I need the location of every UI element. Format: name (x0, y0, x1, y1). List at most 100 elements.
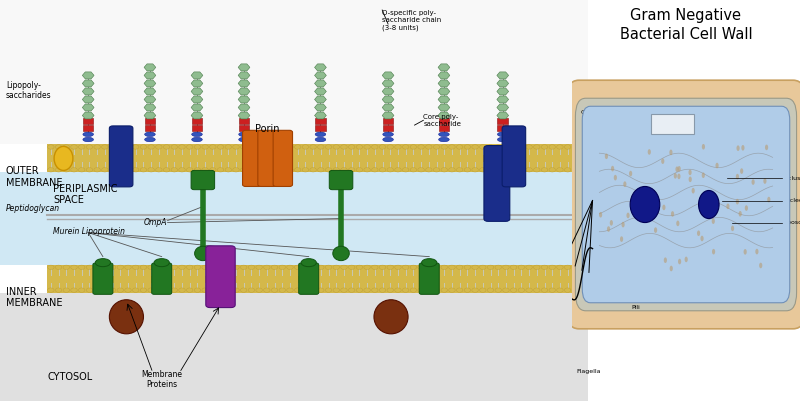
Circle shape (557, 265, 563, 269)
Circle shape (356, 265, 362, 269)
Circle shape (410, 265, 417, 269)
Circle shape (605, 154, 608, 159)
Ellipse shape (192, 138, 202, 142)
Circle shape (156, 168, 162, 172)
Circle shape (441, 288, 447, 292)
Circle shape (86, 168, 93, 172)
Circle shape (218, 288, 224, 292)
Circle shape (426, 288, 432, 292)
Circle shape (356, 168, 362, 172)
Circle shape (341, 145, 347, 149)
Circle shape (502, 288, 509, 292)
Circle shape (125, 265, 131, 269)
Circle shape (472, 168, 478, 172)
Circle shape (364, 168, 370, 172)
FancyBboxPatch shape (498, 118, 508, 124)
Circle shape (194, 288, 201, 292)
Text: Lipopoly-
saccharides: Lipopoly- saccharides (6, 81, 51, 100)
Circle shape (441, 145, 447, 149)
FancyBboxPatch shape (330, 170, 353, 190)
Circle shape (542, 168, 548, 172)
Circle shape (611, 166, 614, 171)
Circle shape (426, 168, 432, 172)
Circle shape (318, 265, 324, 269)
FancyBboxPatch shape (438, 125, 450, 131)
Circle shape (502, 265, 509, 269)
Circle shape (371, 168, 378, 172)
Circle shape (402, 168, 409, 172)
Circle shape (510, 168, 517, 172)
Circle shape (371, 265, 378, 269)
Circle shape (622, 222, 625, 227)
Circle shape (418, 265, 424, 269)
Circle shape (302, 145, 309, 149)
Circle shape (148, 145, 154, 149)
Circle shape (565, 145, 571, 149)
Circle shape (326, 265, 332, 269)
Circle shape (542, 288, 548, 292)
Circle shape (371, 145, 378, 149)
Circle shape (171, 288, 178, 292)
Text: Nucleoid: Nucleoid (782, 198, 800, 203)
Circle shape (279, 265, 286, 269)
Circle shape (48, 265, 54, 269)
Circle shape (572, 145, 578, 149)
Circle shape (654, 227, 657, 233)
Text: Enlarged section: Enlarged section (646, 107, 698, 112)
Circle shape (644, 202, 647, 207)
Circle shape (318, 168, 324, 172)
FancyBboxPatch shape (258, 130, 278, 186)
Circle shape (457, 145, 463, 149)
Circle shape (394, 168, 401, 172)
Circle shape (743, 249, 746, 255)
Circle shape (534, 288, 540, 292)
Circle shape (310, 168, 316, 172)
Circle shape (102, 265, 108, 269)
Circle shape (691, 188, 694, 194)
Circle shape (697, 231, 700, 236)
Circle shape (156, 265, 162, 269)
Circle shape (689, 176, 692, 182)
Circle shape (310, 145, 316, 149)
Circle shape (186, 288, 193, 292)
Text: Porin: Porin (255, 124, 280, 134)
Circle shape (565, 168, 571, 172)
Ellipse shape (83, 132, 94, 136)
Circle shape (233, 145, 239, 149)
Circle shape (495, 288, 502, 292)
Circle shape (78, 288, 85, 292)
Text: O-specific poly-
saccharide chain
(3-8 units): O-specific poly- saccharide chain (3-8 u… (382, 10, 442, 30)
Circle shape (326, 288, 332, 292)
Circle shape (410, 145, 417, 149)
Circle shape (572, 265, 578, 269)
Circle shape (194, 265, 201, 269)
Circle shape (441, 168, 447, 172)
Circle shape (218, 145, 224, 149)
Circle shape (125, 145, 131, 149)
Circle shape (271, 168, 278, 172)
Circle shape (94, 265, 100, 269)
Circle shape (549, 168, 555, 172)
Circle shape (48, 168, 54, 172)
Circle shape (670, 150, 673, 155)
Circle shape (55, 168, 62, 172)
Circle shape (178, 288, 186, 292)
Circle shape (194, 145, 201, 149)
Circle shape (542, 265, 548, 269)
Circle shape (225, 288, 231, 292)
FancyBboxPatch shape (191, 170, 214, 190)
Circle shape (526, 145, 532, 149)
Bar (47, 144, 579, 172)
Circle shape (70, 265, 78, 269)
Ellipse shape (382, 138, 394, 142)
Circle shape (133, 168, 139, 172)
Circle shape (178, 145, 186, 149)
Circle shape (310, 288, 316, 292)
Circle shape (510, 288, 517, 292)
Circle shape (302, 288, 309, 292)
FancyBboxPatch shape (152, 263, 172, 294)
FancyBboxPatch shape (93, 263, 113, 294)
FancyBboxPatch shape (498, 125, 508, 131)
Circle shape (712, 249, 715, 255)
Ellipse shape (630, 186, 660, 223)
